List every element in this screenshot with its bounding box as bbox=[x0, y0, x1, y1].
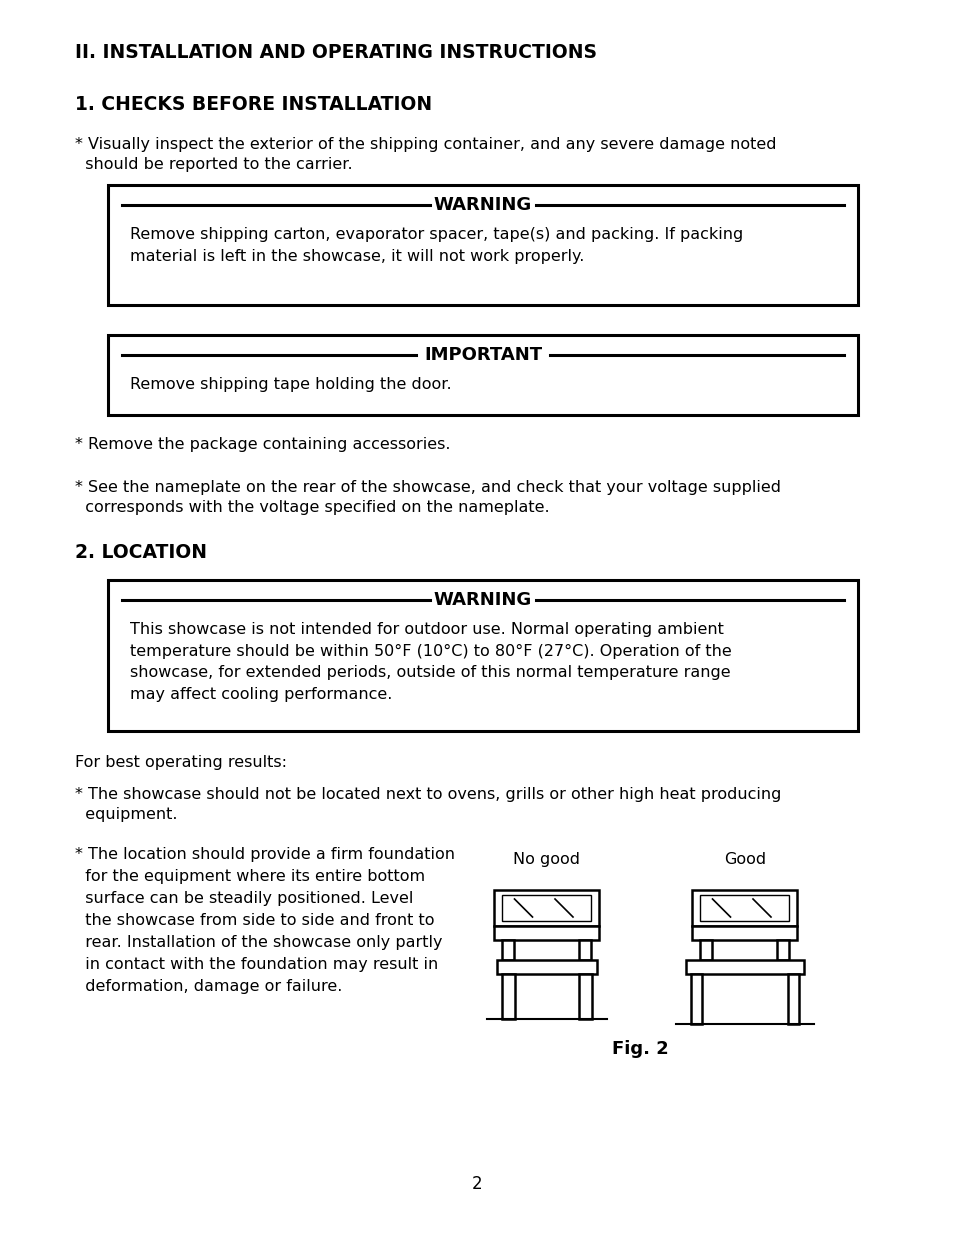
Text: surface can be steadily positioned. Level: surface can be steadily positioned. Leve… bbox=[75, 890, 413, 906]
Bar bbox=[690, 974, 701, 1024]
Text: * The showcase should not be located next to ovens, grills or other high heat pr: * The showcase should not be located nex… bbox=[75, 787, 781, 802]
Text: 2. LOCATION: 2. LOCATION bbox=[75, 543, 207, 562]
Text: Fig. 2: Fig. 2 bbox=[611, 1040, 668, 1058]
Text: for the equipment where its entire bottom: for the equipment where its entire botto… bbox=[75, 869, 425, 884]
Text: This showcase is not intended for outdoor use. Normal operating ambient
temperat: This showcase is not intended for outdoo… bbox=[130, 622, 731, 701]
Text: II. INSTALLATION AND OPERATING INSTRUCTIONS: II. INSTALLATION AND OPERATING INSTRUCTI… bbox=[75, 43, 597, 62]
Text: For best operating results:: For best operating results: bbox=[75, 755, 287, 769]
Bar bbox=[692, 890, 797, 926]
Bar bbox=[502, 940, 514, 960]
Text: the showcase from side to side and front to: the showcase from side to side and front… bbox=[75, 913, 434, 927]
Bar bbox=[502, 895, 591, 921]
Bar bbox=[578, 940, 591, 960]
Text: corresponds with the voltage specified on the nameplate.: corresponds with the voltage specified o… bbox=[75, 500, 549, 515]
Text: * The location should provide a firm foundation: * The location should provide a firm fou… bbox=[75, 847, 455, 862]
Text: Remove shipping carton, evaporator spacer, tape(s) and packing. If packing
mater: Remove shipping carton, evaporator space… bbox=[130, 227, 742, 263]
Text: WARNING: WARNING bbox=[434, 196, 532, 214]
Bar bbox=[700, 895, 789, 921]
Text: * See the nameplate on the rear of the showcase, and check that your voltage sup: * See the nameplate on the rear of the s… bbox=[75, 480, 781, 495]
Text: Remove shipping tape holding the door.: Remove shipping tape holding the door. bbox=[130, 377, 451, 391]
Text: Good: Good bbox=[723, 852, 765, 867]
Bar bbox=[497, 960, 597, 974]
Bar bbox=[685, 960, 803, 974]
Text: * Remove the package containing accessories.: * Remove the package containing accessor… bbox=[75, 437, 450, 452]
Bar bbox=[108, 580, 857, 731]
Bar bbox=[578, 974, 592, 1019]
Text: equipment.: equipment. bbox=[75, 806, 177, 823]
Text: 2: 2 bbox=[471, 1174, 482, 1193]
Text: should be reported to the carrier.: should be reported to the carrier. bbox=[75, 157, 353, 172]
Text: 1. CHECKS BEFORE INSTALLATION: 1. CHECKS BEFORE INSTALLATION bbox=[75, 95, 432, 114]
Bar bbox=[494, 926, 598, 940]
Text: IMPORTANT: IMPORTANT bbox=[423, 346, 541, 364]
Bar bbox=[501, 974, 515, 1019]
Text: rear. Installation of the showcase only partly: rear. Installation of the showcase only … bbox=[75, 935, 442, 950]
Text: No good: No good bbox=[513, 852, 579, 867]
Text: * Visually inspect the exterior of the shipping container, and any severe damage: * Visually inspect the exterior of the s… bbox=[75, 137, 776, 152]
Bar bbox=[108, 185, 857, 305]
Bar bbox=[692, 926, 797, 940]
Text: deformation, damage or failure.: deformation, damage or failure. bbox=[75, 979, 342, 994]
Bar bbox=[108, 335, 857, 415]
Bar bbox=[494, 890, 598, 926]
Bar bbox=[700, 940, 712, 960]
Bar bbox=[777, 940, 789, 960]
Text: WARNING: WARNING bbox=[434, 592, 532, 609]
Bar bbox=[787, 974, 799, 1024]
Text: in contact with the foundation may result in: in contact with the foundation may resul… bbox=[75, 957, 437, 972]
